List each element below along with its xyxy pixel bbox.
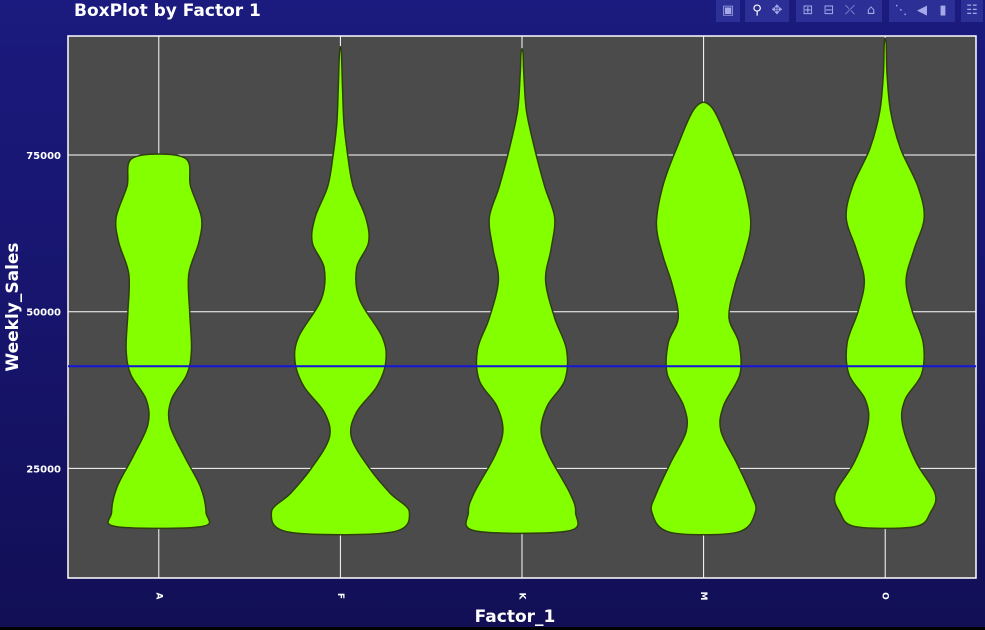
y-axis-label: Weekly_Sales xyxy=(3,242,23,371)
x-tick-label: M xyxy=(698,592,708,601)
y-tick-label: 25000 xyxy=(26,464,61,475)
chart-title: BoxPlot by Factor 1 xyxy=(74,1,261,21)
violin-M[interactable] xyxy=(650,101,757,536)
x-axis-label: Factor_1 xyxy=(475,607,556,627)
x-tick-label: O xyxy=(880,592,890,600)
modebar-group-drag: ⚲ ✥ xyxy=(745,0,789,22)
violin-K[interactable] xyxy=(465,48,579,535)
camera-icon[interactable]: ▣ xyxy=(721,3,735,18)
modebar-group-logo: ☷ xyxy=(961,0,983,22)
violin-F[interactable] xyxy=(270,45,411,536)
autoscale-icon[interactable]: ⤫ xyxy=(844,3,856,18)
hover-closest-icon[interactable]: ◀ xyxy=(917,3,927,18)
y-tick-label: 50000 xyxy=(26,308,61,319)
modebar-group-hover: ⋱ ◀ ▮ xyxy=(889,0,955,22)
hover-compare-icon[interactable]: ▮ xyxy=(939,3,947,18)
zoom-in-icon[interactable]: ⊞ xyxy=(802,3,814,18)
modebar-group-camera: ▣ xyxy=(716,0,740,22)
x-tick-label: K xyxy=(517,593,527,601)
home-icon[interactable]: ⌂ xyxy=(866,3,876,18)
y-tick-label: 75000 xyxy=(26,151,61,162)
y-tick-labels: 25000 50000 75000 xyxy=(26,151,61,475)
violin-O[interactable] xyxy=(833,37,937,530)
modebar: ▣ ⚲ ✥ ⊞ ⊟ ⤫ ⌂ ⋱ ◀ ▮ ☷ xyxy=(0,0,985,24)
x-tick-label: F xyxy=(335,593,345,599)
spike-lines-icon[interactable]: ⋱ xyxy=(894,3,908,18)
violins xyxy=(107,37,937,536)
plotly-logo-icon[interactable]: ☷ xyxy=(966,3,978,18)
pan-icon[interactable]: ✥ xyxy=(771,3,783,18)
zoom-icon[interactable]: ⚲ xyxy=(752,3,762,18)
zoom-out-icon[interactable]: ⊟ xyxy=(823,3,835,18)
x-tick-label: A xyxy=(153,593,163,600)
violin-A[interactable] xyxy=(107,153,211,530)
bottom-border xyxy=(0,627,985,630)
modebar-group-zoom: ⊞ ⊟ ⤫ ⌂ xyxy=(796,0,882,22)
